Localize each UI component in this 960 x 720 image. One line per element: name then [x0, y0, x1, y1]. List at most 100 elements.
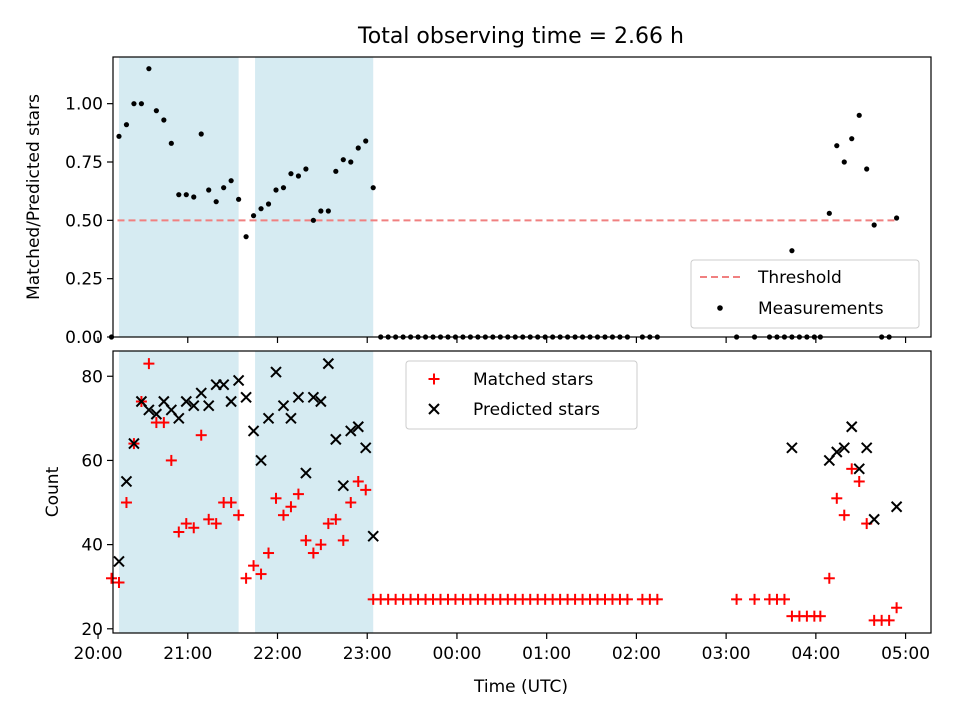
- matched-star-point: [120, 497, 132, 509]
- predicted-star-point-stroke: [330, 433, 342, 446]
- predicted-star-point-stroke: [120, 475, 133, 488]
- measurement-point: [131, 101, 137, 107]
- predicted-star-point: [786, 442, 798, 454]
- predicted-star-point-stroke: [217, 378, 230, 391]
- predicted-star-point: [113, 555, 125, 568]
- predicted-star-point-stroke: [203, 400, 215, 412]
- matched-star-point: [225, 497, 237, 509]
- matched-star-point: [337, 534, 349, 546]
- measurement-point: [123, 122, 130, 128]
- x-tick-label: 00:00: [432, 644, 481, 664]
- predicted-star-point: [225, 395, 237, 408]
- ratio-y-axis-label: Matched/Predicted stars: [24, 94, 44, 300]
- matched-star-point: [113, 576, 125, 588]
- predicted-star-point: [203, 400, 215, 412]
- count-legend: Matched stars Predicted stars: [405, 360, 638, 430]
- measurement-point: [355, 145, 361, 151]
- ratio-y-ticks: 0.00 0.25 0.50 0.75 1.00: [65, 95, 113, 348]
- predicted-star-point-stroke: [113, 555, 125, 568]
- x-tick-label: 22:00: [253, 644, 302, 664]
- measurement-point: [288, 171, 294, 177]
- predicted-star-point: [188, 400, 200, 412]
- predicted-star-point-stroke: [180, 395, 192, 408]
- predicted-star-point: [330, 433, 342, 446]
- measurement-point: [146, 66, 152, 72]
- predicted-star-point-stroke: [345, 425, 357, 437]
- legend-measurements-label: Measurements: [758, 299, 884, 319]
- predicted-star-point: [120, 475, 133, 488]
- x-axis-label: Time (UTC): [473, 677, 568, 697]
- legend-x-mark-stroke: [428, 403, 440, 415]
- measurement-point: [295, 173, 302, 179]
- matched-star-point: [143, 358, 155, 370]
- x-tick-label: 05:00: [881, 644, 930, 664]
- predicted-star-point-stroke: [195, 387, 207, 399]
- measurement-point: [325, 208, 331, 214]
- legend-matched-swatch: [428, 373, 440, 385]
- measurement-point: [138, 101, 145, 107]
- matched-star-point: [307, 547, 319, 559]
- count-shaded-intervals: [118, 351, 374, 633]
- predicted-star-point: [150, 408, 163, 420]
- measurement-point: [864, 166, 870, 172]
- predicted-star-point: [128, 437, 140, 450]
- ratio-legend-box: [690, 259, 920, 329]
- predicted-star-point: [247, 425, 260, 437]
- measurement-point: [265, 201, 272, 207]
- predicted-star-point: [868, 513, 880, 526]
- measurement-point: [191, 194, 197, 200]
- predicted-star-point: [307, 391, 320, 404]
- matched-star-point: [330, 513, 342, 525]
- matched-star-point: [814, 610, 826, 622]
- matched-star-point: [277, 509, 289, 521]
- predicted-star-point: [255, 454, 267, 467]
- x-tick-label: 04:00: [791, 644, 840, 664]
- predicted-star-point: [337, 479, 350, 492]
- y-tick-label: 60: [81, 451, 103, 471]
- matched-star-point: [778, 593, 790, 605]
- matched-star-point: [352, 475, 364, 487]
- matched-star-point: [846, 463, 858, 475]
- predicted-star-point-stroke: [158, 395, 170, 408]
- predicted-star-point: [180, 395, 192, 408]
- predicted-star-point: [367, 530, 379, 542]
- matched-star-point: [831, 492, 843, 504]
- shaded-interval: [118, 351, 239, 633]
- y-tick-label: 0.50: [65, 211, 103, 231]
- matched-star-point: [270, 492, 282, 504]
- predicted-star-point: [195, 387, 207, 399]
- predicted-star-point-stroke: [292, 391, 305, 404]
- matched-star-point: [106, 572, 118, 584]
- measurement-point: [213, 199, 219, 205]
- predicted-star-point-stroke: [135, 395, 148, 408]
- measurement-point: [161, 117, 167, 123]
- predicted-star-point: [232, 374, 245, 387]
- predicted-star-point-stroke: [247, 425, 260, 437]
- predicted-star-point-stroke: [853, 463, 865, 475]
- predicted-star-point-stroke: [270, 366, 282, 378]
- measurement-point: [236, 196, 242, 202]
- predicted-star-point-stroke: [315, 395, 327, 408]
- predicted-star-point: [292, 391, 305, 404]
- count-y-ticks: 20 40 60 80: [81, 367, 113, 640]
- predicted-star-point: [860, 442, 873, 454]
- count-axes-frame: [112, 350, 932, 634]
- y-tick-label: 20: [81, 620, 103, 640]
- predicted-star-point-stroke: [367, 530, 379, 542]
- predicted-star-point-stroke: [232, 374, 245, 387]
- measurement-point: [370, 185, 376, 191]
- predicted-star-point-stroke: [188, 400, 200, 412]
- x-tick-label: 23:00: [343, 644, 392, 664]
- x-tick-label: 02:00: [612, 644, 661, 664]
- predicted-star-point: [360, 442, 372, 454]
- count-y-axis-label: Count: [43, 466, 63, 517]
- measurement-point: [116, 133, 122, 139]
- y-tick-label: 40: [81, 536, 103, 556]
- matched-star-point: [188, 522, 200, 534]
- predicted-star-point-stroke: [307, 391, 320, 404]
- matched-star-point: [300, 534, 312, 546]
- predicted-star-point-stroke: [143, 404, 155, 416]
- ratio-marks: [108, 66, 900, 340]
- predicted-star-point: [890, 501, 903, 513]
